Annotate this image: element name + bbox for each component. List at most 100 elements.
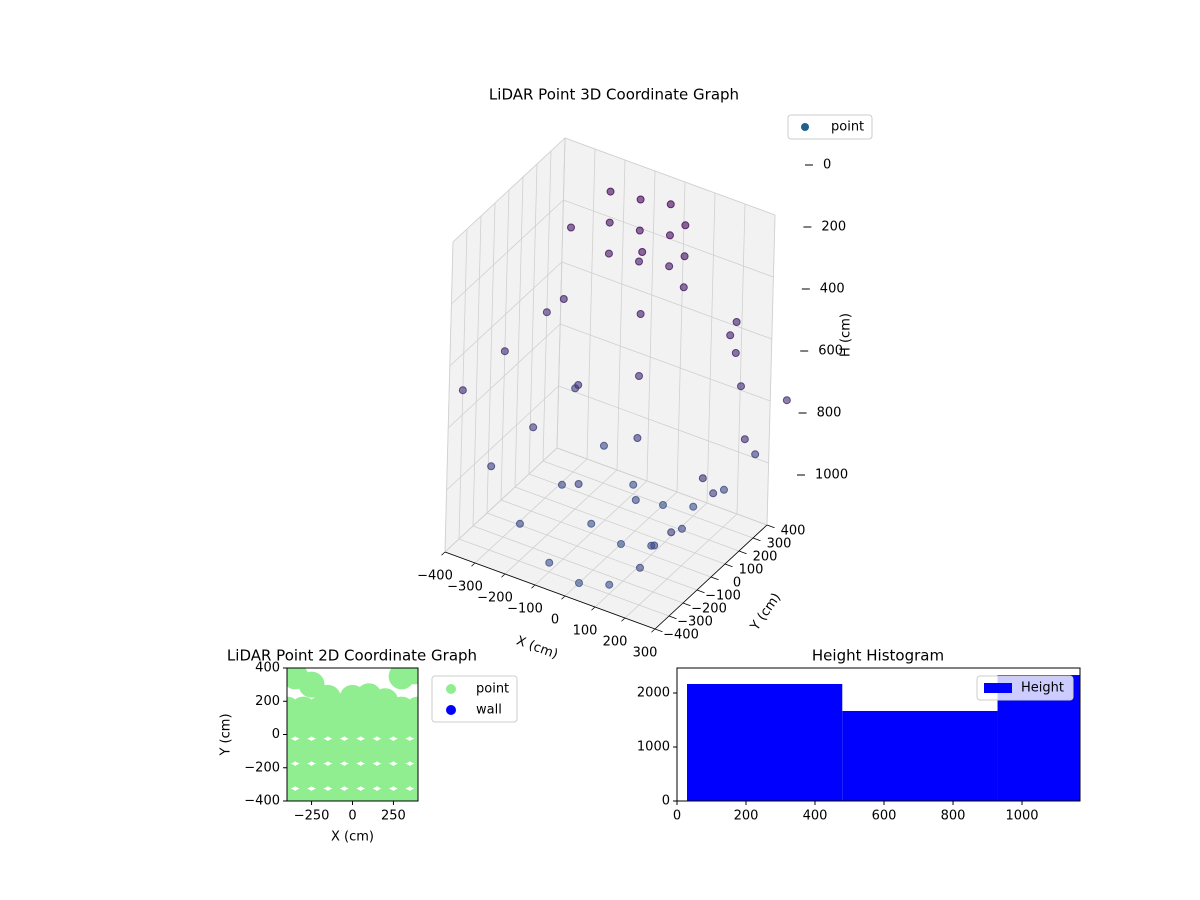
data-point (731, 349, 740, 357)
y-tick-label: 400 (781, 524, 806, 539)
data-point (372, 688, 399, 715)
data-point (636, 195, 645, 204)
data-point (680, 252, 689, 261)
x-tick-label: 200 (734, 809, 759, 824)
data-point (659, 501, 667, 509)
data-point (681, 221, 690, 230)
data-point (666, 200, 675, 209)
grid-line (444, 447, 558, 553)
data-point (636, 310, 645, 318)
grid-line (586, 148, 596, 460)
grid-line (556, 447, 768, 526)
data-point (635, 563, 644, 572)
data-point (650, 541, 659, 550)
legend-marker (446, 684, 456, 694)
data-point (405, 788, 418, 801)
grid-line (451, 199, 564, 305)
z-tick-label: 1000 (815, 468, 848, 483)
y-tick-label: 200 (255, 694, 280, 709)
legend-label: point (476, 682, 509, 697)
data-point (635, 372, 643, 380)
x-tick-label: 250 (381, 809, 406, 824)
data-point (405, 763, 418, 790)
legend-label: wall (476, 703, 502, 718)
data-point (599, 441, 608, 450)
y-tick-label: 0 (662, 794, 670, 809)
tick-mark (501, 573, 506, 578)
x-tick-label: 0 (673, 809, 681, 824)
legend-box (787, 114, 873, 140)
axes-frame (676, 667, 1081, 802)
data-point (751, 450, 760, 459)
data-point (732, 318, 741, 326)
grid-line (558, 385, 769, 464)
x-tick-label: −200 (477, 591, 513, 606)
tick-mark (621, 617, 626, 622)
x-tick-label: 600 (872, 809, 897, 824)
tick-mark (696, 589, 705, 594)
chart-title: LiDAR Point 2D Coordinate Graph (227, 647, 477, 665)
grid-line (514, 176, 524, 488)
data-point (633, 434, 642, 442)
points (287, 668, 418, 801)
grid-line (472, 525, 684, 604)
bar (842, 710, 998, 801)
data-point (545, 558, 554, 567)
data-point (515, 519, 524, 528)
legend-label: Height (1021, 681, 1064, 696)
data-point (709, 489, 718, 498)
grid-line (472, 215, 482, 527)
z-tick-label: 200 (821, 220, 846, 235)
x-tick-label: 200 (603, 635, 628, 650)
grid-line (736, 203, 746, 515)
tick-mark (471, 562, 476, 567)
y-axis-label: Y (cm) (219, 713, 234, 756)
data-point (604, 249, 613, 258)
data-point (405, 696, 418, 723)
data-point (677, 524, 686, 533)
x-tick-label: 800 (941, 809, 966, 824)
grid-line (446, 385, 559, 491)
legend-label: point (831, 120, 864, 135)
data-point (719, 485, 728, 494)
grid-line (561, 261, 772, 340)
tick-mark (668, 615, 677, 620)
grid-line (564, 137, 776, 216)
grid-line (500, 499, 712, 578)
x-tick-label: 400 (803, 809, 828, 824)
x-tick-label: −250 (294, 809, 330, 824)
chart-title: LiDAR Point 3D Coordinate Graph (489, 86, 739, 104)
legend-marker (446, 705, 456, 715)
x-axis-label: X (cm) (331, 830, 374, 845)
y-tick-label: 300 (767, 537, 792, 552)
x-tick-label: 300 (633, 646, 658, 661)
data-point (587, 519, 596, 528)
z-axis-label: H (cm) (839, 313, 854, 357)
tick-mark (591, 606, 596, 611)
tick-mark (531, 584, 536, 589)
data-point (629, 480, 638, 489)
data-point (737, 382, 745, 391)
y-tick-label: −100 (705, 589, 741, 604)
points (458, 187, 791, 589)
data-point (605, 580, 614, 589)
tick-mark (561, 595, 566, 600)
y-tick-label: 2000 (637, 686, 670, 701)
y-tick-label: −400 (663, 628, 699, 643)
data-point (665, 262, 674, 271)
tick-mark (724, 563, 733, 568)
data-point (401, 668, 418, 685)
data-point (574, 480, 583, 488)
y-tick-label: 200 (753, 550, 778, 565)
data-point (574, 381, 583, 389)
z-tick-label: 0 (823, 158, 831, 173)
tick-mark (752, 537, 761, 542)
x-axis-label: X (cm) (514, 634, 560, 663)
legend-marker (801, 123, 809, 131)
y-tick-label: 0 (272, 727, 280, 742)
grid-line (542, 150, 552, 462)
y-tick-label: −200 (244, 760, 280, 775)
grid-line (447, 323, 561, 429)
z-tick-label: 800 (817, 406, 842, 421)
